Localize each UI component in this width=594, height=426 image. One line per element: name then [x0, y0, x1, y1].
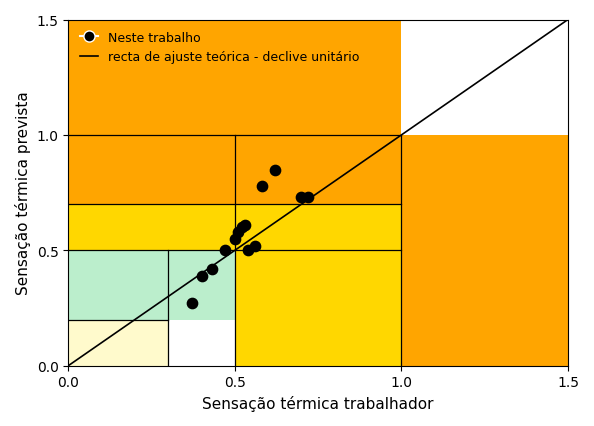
Bar — [68, 135, 402, 204]
Point — [257, 183, 266, 190]
Bar — [402, 135, 568, 366]
Point — [237, 225, 247, 231]
Point — [304, 194, 313, 201]
Bar — [68, 320, 168, 366]
Point — [207, 266, 216, 273]
Point — [270, 167, 280, 173]
Bar — [68, 204, 402, 251]
Point — [244, 248, 253, 254]
Y-axis label: Sensação térmica prevista: Sensação térmica prevista — [15, 92, 31, 295]
Point — [233, 229, 243, 236]
Point — [197, 273, 206, 279]
Bar — [68, 20, 402, 135]
Point — [297, 194, 307, 201]
Bar — [235, 251, 402, 366]
Point — [220, 248, 230, 254]
Point — [230, 236, 239, 243]
X-axis label: Sensação térmica trabalhador: Sensação térmica trabalhador — [203, 395, 434, 411]
Point — [250, 243, 260, 250]
Point — [240, 222, 249, 229]
Bar — [68, 251, 235, 320]
Legend: Neste trabalho, recta de ajuste teórica - declive unitário: Neste trabalho, recta de ajuste teórica … — [74, 27, 365, 69]
Point — [187, 300, 196, 307]
